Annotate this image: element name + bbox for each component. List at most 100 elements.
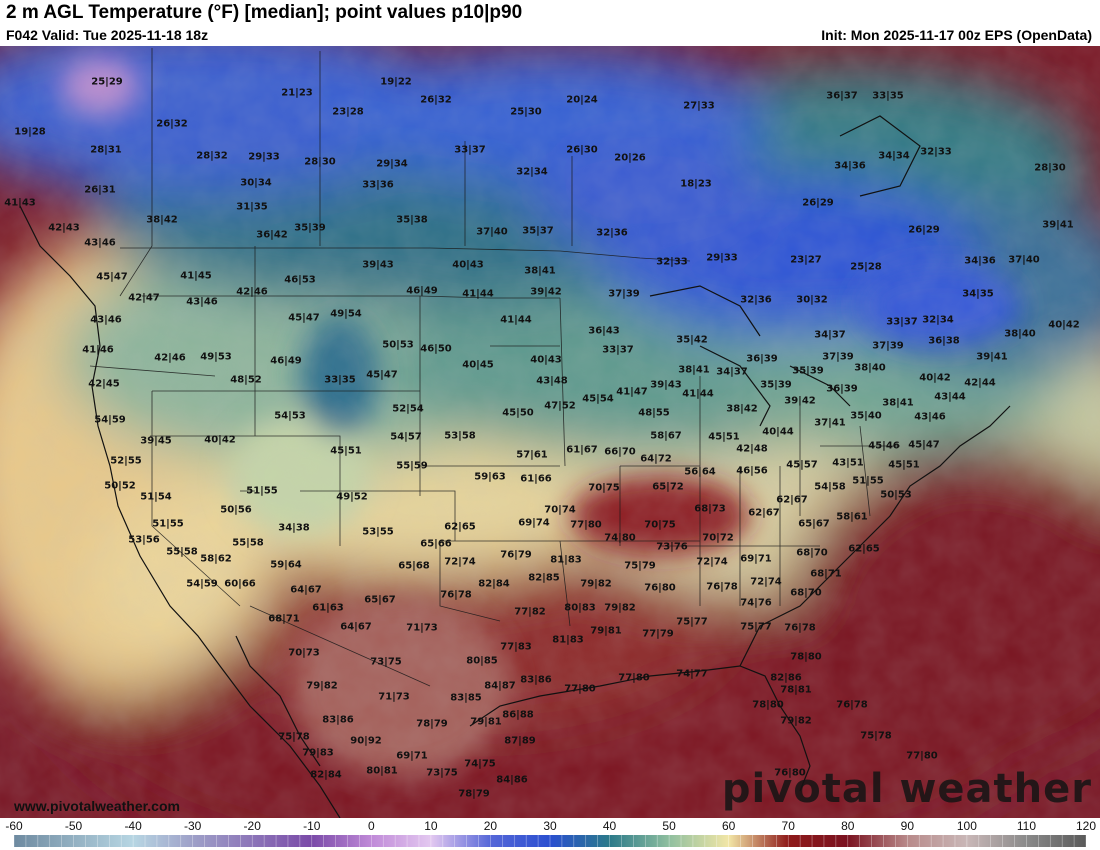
point-value: 45|47 xyxy=(96,271,128,283)
point-value: 62|67 xyxy=(776,494,808,506)
point-value: 52|55 xyxy=(110,455,142,467)
point-value: 64|72 xyxy=(640,453,672,465)
point-value: 43|44 xyxy=(934,391,966,403)
point-value: 34|37 xyxy=(716,366,748,378)
point-value: 25|29 xyxy=(91,76,123,88)
point-value: 49|54 xyxy=(330,308,362,320)
point-value: 33|35 xyxy=(872,90,904,102)
point-value: 62|65 xyxy=(848,543,880,555)
point-value: 47|52 xyxy=(544,400,576,412)
point-value: 79|82 xyxy=(780,715,812,727)
point-value: 77|80 xyxy=(618,672,650,684)
point-value: 45|51 xyxy=(888,459,920,471)
point-value: 59|63 xyxy=(474,471,506,483)
point-value: 78|79 xyxy=(458,788,490,800)
point-value: 82|84 xyxy=(310,769,342,781)
point-value: 45|51 xyxy=(708,431,740,443)
point-value: 64|67 xyxy=(340,621,372,633)
point-value: 75|79 xyxy=(624,560,656,572)
point-value: 79|82 xyxy=(306,680,338,692)
point-value: 46|50 xyxy=(420,343,452,355)
point-value: 46|53 xyxy=(284,274,316,286)
point-value: 43|48 xyxy=(536,375,568,387)
point-value: 76|78 xyxy=(836,699,868,711)
point-value: 52|54 xyxy=(392,403,424,415)
point-value: 42|47 xyxy=(128,292,160,304)
point-value: 35|42 xyxy=(676,334,708,346)
point-value: 45|57 xyxy=(786,459,818,471)
point-value: 38|40 xyxy=(854,362,886,374)
point-value: 90|92 xyxy=(350,735,382,747)
point-value: 75|77 xyxy=(740,621,772,633)
point-value: 51|55 xyxy=(246,485,278,497)
point-value: 80|85 xyxy=(466,655,498,667)
point-value: 35|39 xyxy=(792,365,824,377)
point-value: 78|80 xyxy=(790,651,822,663)
point-value: 50|52 xyxy=(104,480,136,492)
color-scale-tick: 110 xyxy=(1016,819,1037,833)
point-value: 33|37 xyxy=(602,344,634,356)
temperature-map[interactable]: 25|29 19|22 21|23 26|32 20|24 27|33 36|37 33|35… xyxy=(0,46,1100,818)
point-value: 40|42 xyxy=(919,372,951,384)
point-value: 23|28 xyxy=(332,106,364,118)
color-scale-tick: 30 xyxy=(543,819,557,833)
color-scale-tick: 0 xyxy=(367,819,375,833)
point-value: 45|46 xyxy=(868,440,900,452)
point-value: 41|45 xyxy=(180,270,212,282)
point-value: 53|55 xyxy=(362,526,394,538)
point-value: 35|37 xyxy=(522,225,554,237)
point-value: 40|45 xyxy=(462,359,494,371)
point-value: 29|33 xyxy=(248,151,280,163)
point-value: 78|81 xyxy=(780,684,812,696)
point-value: 75|78 xyxy=(278,731,310,743)
point-value: 53|58 xyxy=(444,430,476,442)
point-value: 38|41 xyxy=(524,265,556,277)
point-value: 65|67 xyxy=(364,594,396,606)
point-value: 36|42 xyxy=(256,229,288,241)
color-scale-tick: 60 xyxy=(721,819,736,833)
point-value: 65|72 xyxy=(652,481,684,493)
point-value: 36|37 xyxy=(826,90,858,102)
point-value: 77|80 xyxy=(570,519,602,531)
point-value: 54|53 xyxy=(274,410,306,422)
point-value: 69|71 xyxy=(740,553,772,565)
valid-time: F042 Valid: Tue 2025-11-18 18z xyxy=(6,27,209,43)
point-value: 37|39 xyxy=(872,340,904,352)
point-value: 37|39 xyxy=(822,351,854,363)
point-value: 34|37 xyxy=(814,329,846,341)
point-value: 74|76 xyxy=(740,597,772,609)
point-value: 20|26 xyxy=(614,152,646,164)
point-value: 48|55 xyxy=(638,407,670,419)
point-value: 36|39 xyxy=(826,383,858,395)
color-scale-tick: -20 xyxy=(243,819,261,833)
color-scale-tick: 90 xyxy=(900,819,915,833)
point-value: 46|49 xyxy=(270,355,302,367)
point-value: 77|79 xyxy=(642,628,674,640)
point-value: 71|73 xyxy=(406,622,438,634)
point-value: 41|44 xyxy=(500,314,532,326)
point-value: 68|70 xyxy=(796,547,828,559)
color-scale-bar: -60 -50 -40 -30 -20 -10 0 10 20 30 40 50 60 70 80 90 100… xyxy=(0,818,1100,850)
point-value: 37|40 xyxy=(1008,254,1040,266)
point-value: 34|35 xyxy=(962,288,994,300)
point-value: 79|82 xyxy=(604,602,636,614)
point-value: 83|85 xyxy=(450,692,482,704)
point-value: 35|38 xyxy=(396,214,428,226)
point-value: 51|55 xyxy=(152,518,184,530)
point-value: 54|58 xyxy=(814,481,846,493)
point-value: 70|73 xyxy=(288,647,320,659)
point-value: 81|83 xyxy=(550,554,582,566)
website-credit[interactable]: www.pivotalweather.com xyxy=(14,798,180,814)
color-scale-tick: -50 xyxy=(64,819,83,833)
point-value: 40|42 xyxy=(204,434,236,446)
point-value: 77|83 xyxy=(500,641,532,653)
point-value: 30|32 xyxy=(796,294,828,306)
point-value: 45|50 xyxy=(502,407,534,419)
point-value: 70|72 xyxy=(702,532,734,544)
point-value: 35|39 xyxy=(760,379,792,391)
point-value: 86|88 xyxy=(502,709,534,721)
point-value: 50|53 xyxy=(880,489,912,501)
point-value: 78|80 xyxy=(752,699,784,711)
map-title: 2 m AGL Temperature (°F) [median]; point… xyxy=(6,2,523,23)
color-scale-tick: -40 xyxy=(124,819,142,833)
